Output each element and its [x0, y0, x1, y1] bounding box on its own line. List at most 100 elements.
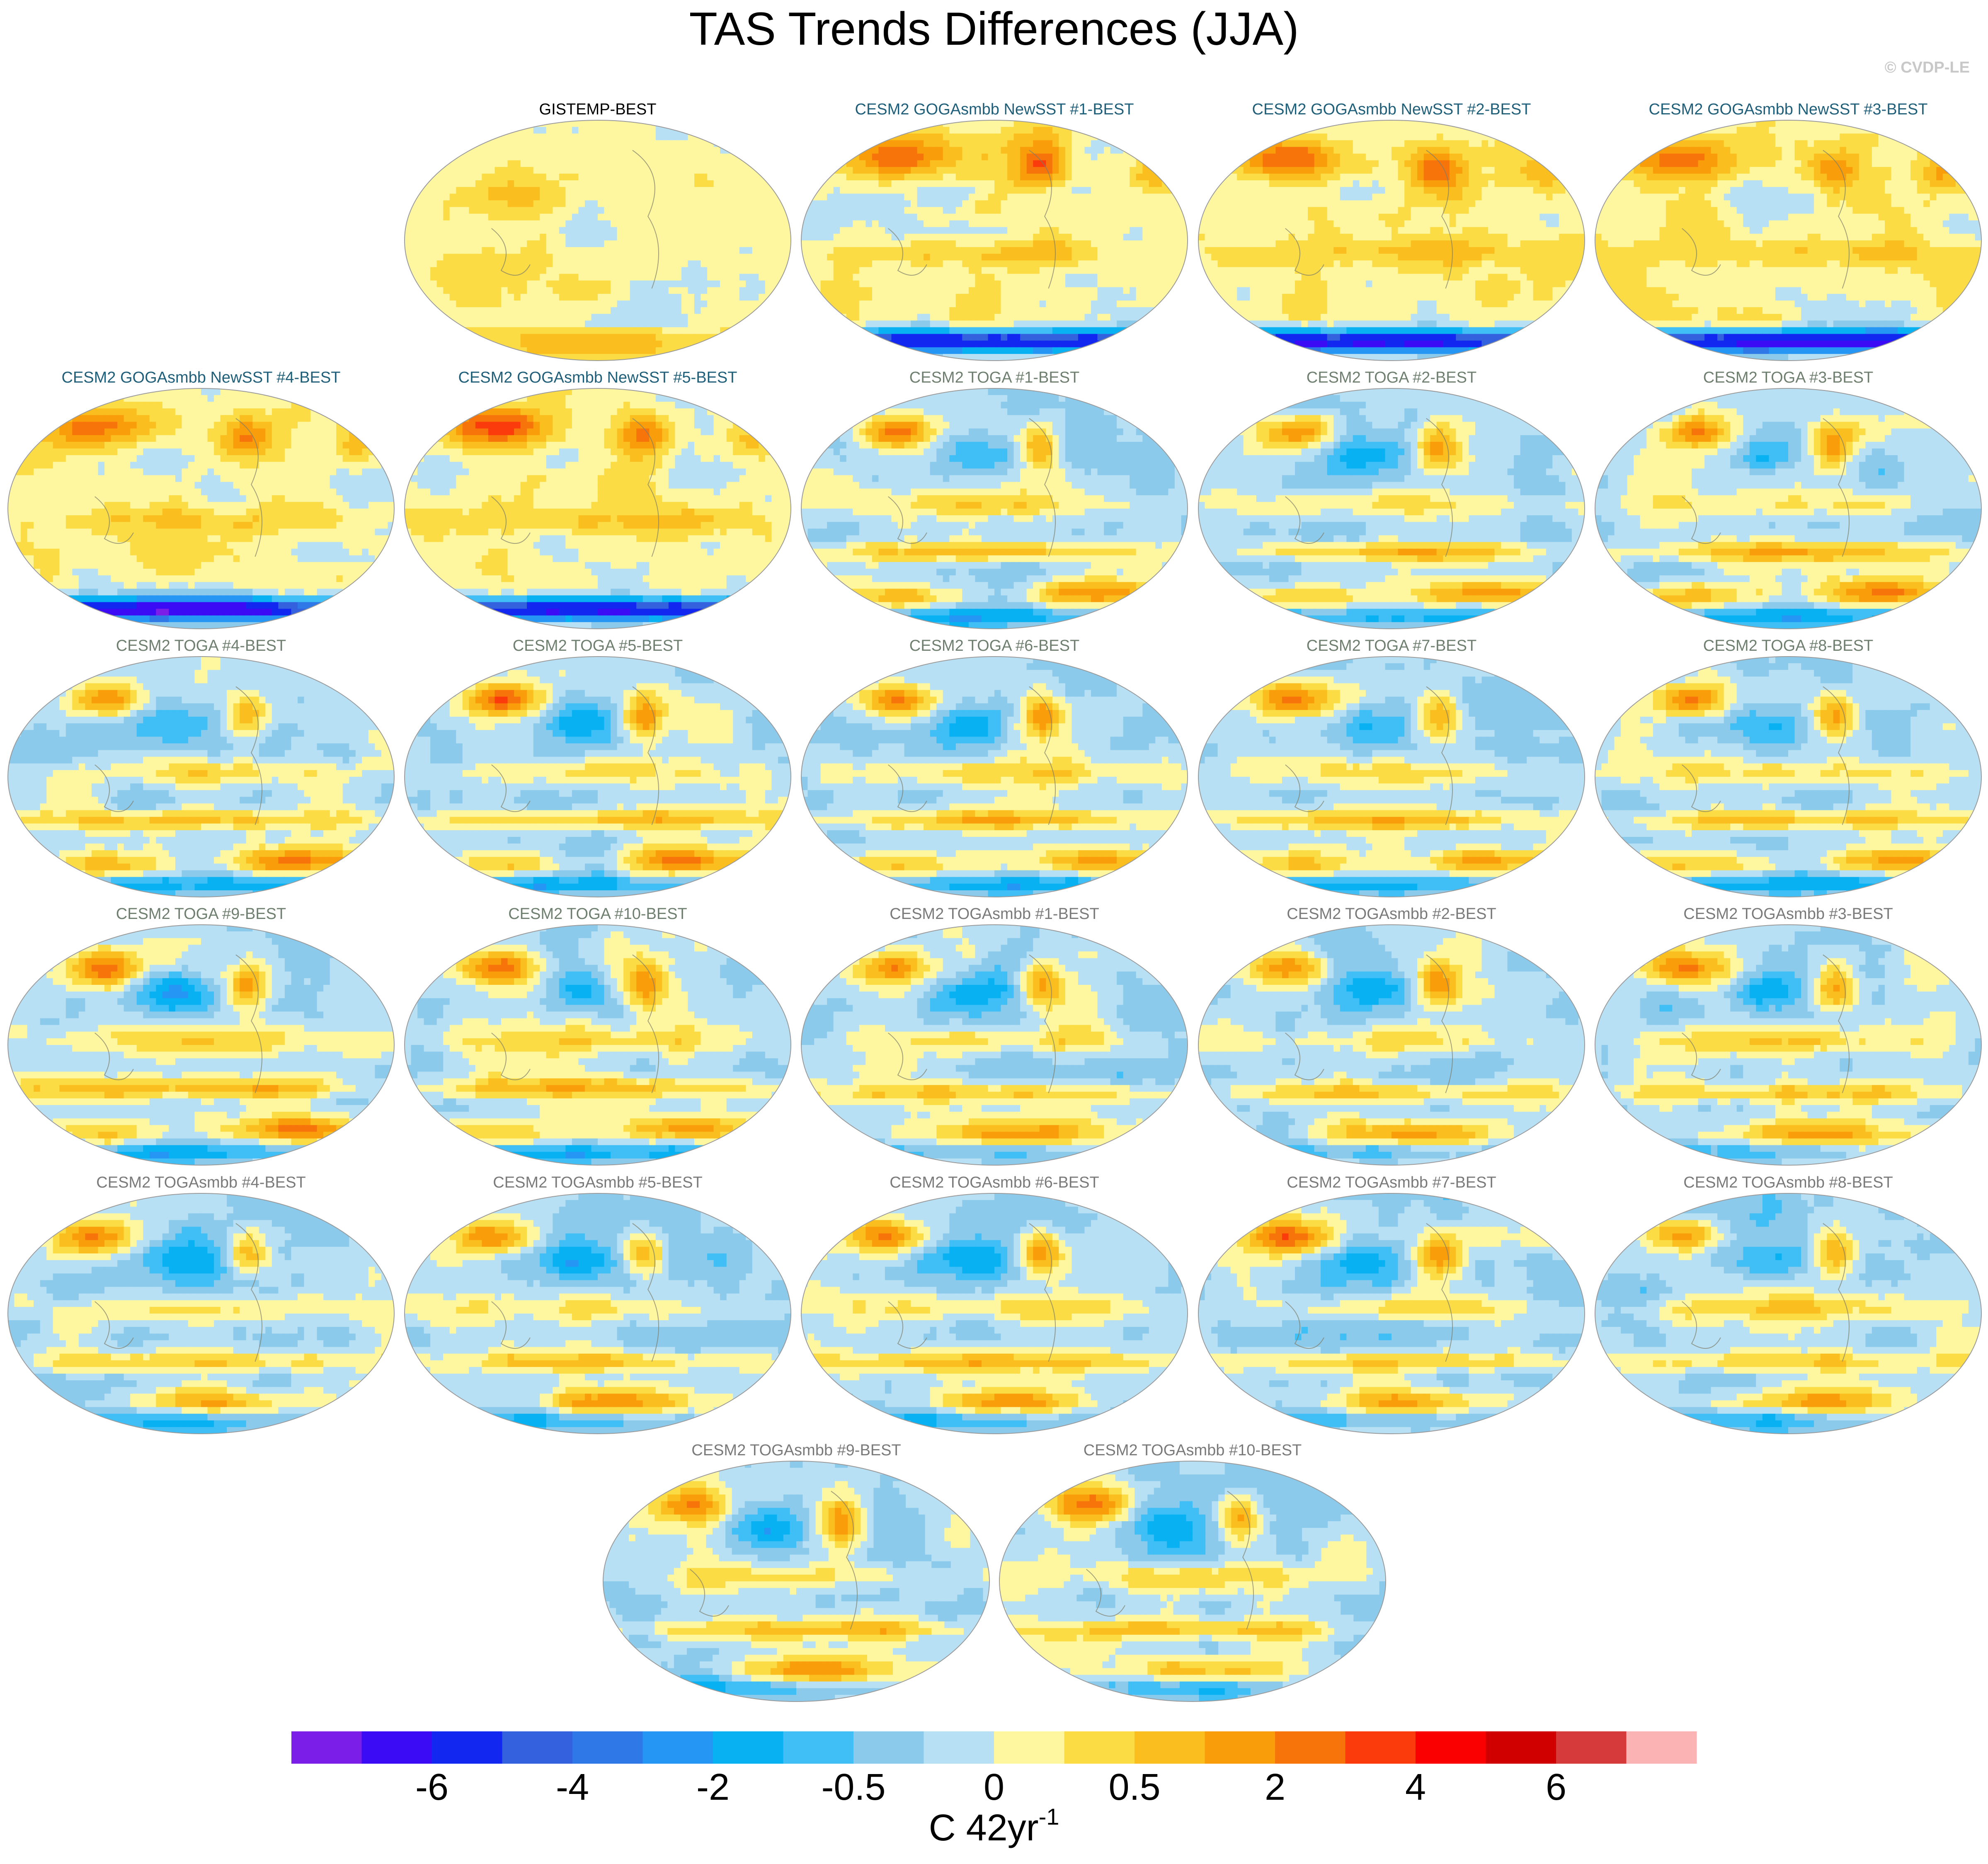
panel-title: CESM2 TOGAsmbb #2-BEST [1287, 905, 1496, 923]
coastline-outline [491, 1223, 659, 1362]
coastline-outline [1285, 954, 1453, 1093]
coastline-outline [491, 418, 659, 557]
colorbar-box [1486, 1731, 1556, 1764]
map-field [405, 1193, 791, 1434]
map-border [603, 1461, 990, 1702]
panel-title: CESM2 GOGAsmbb NewSST #5-BEST [458, 369, 737, 386]
map-field [1595, 1193, 1981, 1434]
colorbar-box [642, 1731, 713, 1764]
panel-title: CESM2 TOGAsmbb #6-BEST [890, 1174, 1099, 1191]
map-field [8, 925, 394, 1165]
credit-label: © CVDP-LE [1885, 59, 1970, 76]
coastline-outline [1682, 954, 1850, 1093]
colorbar-box [572, 1731, 643, 1764]
map-field [1595, 388, 1981, 629]
map-field [1595, 120, 1981, 361]
map-field [8, 388, 394, 629]
colorbar-boxes [291, 1731, 1697, 1764]
panel-title: CESM2 GOGAsmbb NewSST #1-BEST [855, 101, 1134, 118]
coastline-outline [690, 1491, 858, 1630]
coastline-outline [1285, 150, 1453, 289]
map-field [1198, 120, 1585, 361]
map-field [801, 925, 1188, 1165]
panel-title: CESM2 TOGAsmbb #3-BEST [1683, 905, 1893, 923]
map-field [405, 388, 791, 629]
map-border [801, 388, 1188, 629]
map-border [404, 1193, 791, 1434]
map-border [404, 120, 791, 361]
map-border [7, 388, 395, 629]
panel-title: CESM2 TOGA #3-BEST [1703, 369, 1873, 386]
colorbar-unit-exponent: -1 [1039, 1803, 1059, 1830]
colorbar-box [1416, 1731, 1486, 1764]
colorbar-box [1275, 1731, 1346, 1764]
coastline-outline [95, 418, 263, 557]
map-border [1595, 388, 1982, 629]
map-field [801, 388, 1188, 629]
map-field [405, 120, 791, 361]
coastline-outline [888, 150, 1056, 289]
colorbar-tick-label: 0.5 [1108, 1767, 1160, 1808]
panel-title: GISTEMP-BEST [539, 101, 657, 118]
map-border [404, 656, 791, 897]
panel-title: CESM2 GOGAsmbb NewSST #4-BEST [62, 369, 341, 386]
coastline-outline [491, 954, 659, 1093]
panel-title: CESM2 TOGA #6-BEST [909, 637, 1079, 654]
map-border [7, 924, 395, 1166]
map-field [1595, 657, 1981, 897]
map-border [801, 1193, 1188, 1434]
map-field [801, 1193, 1188, 1434]
colorbar-box [502, 1731, 573, 1764]
map-border [1595, 924, 1982, 1166]
map-border [1595, 120, 1982, 361]
colorbar-box [432, 1731, 502, 1764]
panel-title: CESM2 TOGA #10-BEST [508, 905, 687, 923]
map-border [1198, 120, 1585, 361]
map-border [404, 924, 791, 1166]
colorbar-tick-label: -2 [696, 1767, 730, 1808]
colorbar-box [1135, 1731, 1205, 1764]
panel-title: CESM2 TOGAsmbb #10-BEST [1084, 1442, 1302, 1459]
colorbar-box [1626, 1731, 1697, 1764]
panel-title: CESM2 TOGA #1-BEST [909, 369, 1079, 386]
coastline-outline [1285, 686, 1453, 825]
map-field [999, 1461, 1386, 1702]
coastline-outline [888, 954, 1056, 1093]
map-border [1595, 656, 1982, 897]
panel-title: CESM2 TOGA #2-BEST [1307, 369, 1476, 386]
colorbar-box [361, 1731, 432, 1764]
colorbar-unit-label: C 42yr-1 [929, 1803, 1059, 1849]
map-field [8, 657, 394, 897]
coastline-outline [1682, 686, 1850, 825]
colorbar-unit-base: C 42yr [929, 1807, 1039, 1849]
map-border [7, 656, 395, 897]
coastline-outline [491, 150, 659, 289]
panel-title: CESM2 TOGAsmbb #8-BEST [1683, 1174, 1893, 1191]
colorbar-tick-label: 0 [984, 1767, 1004, 1808]
colorbar-box [1205, 1731, 1275, 1764]
map-border [801, 656, 1188, 897]
figure-title: TAS Trends Differences (JJA) [689, 3, 1299, 55]
coastline-outline [888, 686, 1056, 825]
panel-title: CESM2 TOGAsmbb #5-BEST [493, 1174, 702, 1191]
map-panel: CESM2 TOGAsmbb #2-BEST [1198, 905, 1585, 1166]
map-border [1595, 1193, 1982, 1434]
panel-title: CESM2 TOGA #9-BEST [116, 905, 286, 923]
coastline-outline [491, 686, 659, 825]
map-field [1198, 657, 1585, 897]
colorbar-tick-label: 2 [1265, 1767, 1285, 1808]
map-panel: CESM2 TOGAsmbb #7-BEST [1198, 1174, 1585, 1434]
colorbar-box [713, 1731, 783, 1764]
map-border [1198, 924, 1585, 1166]
map-border [404, 388, 791, 629]
map-border [801, 120, 1188, 361]
panel-title: CESM2 TOGAsmbb #7-BEST [1287, 1174, 1496, 1191]
map-border [999, 1461, 1386, 1702]
coastline-outline [95, 686, 263, 825]
coastline-outline [1682, 1223, 1850, 1362]
coastline-outline [1285, 1223, 1453, 1362]
coastline-outline [888, 418, 1056, 557]
panel-title: CESM2 TOGAsmbb #9-BEST [691, 1442, 901, 1459]
colorbar-tick-label: 6 [1546, 1767, 1566, 1808]
